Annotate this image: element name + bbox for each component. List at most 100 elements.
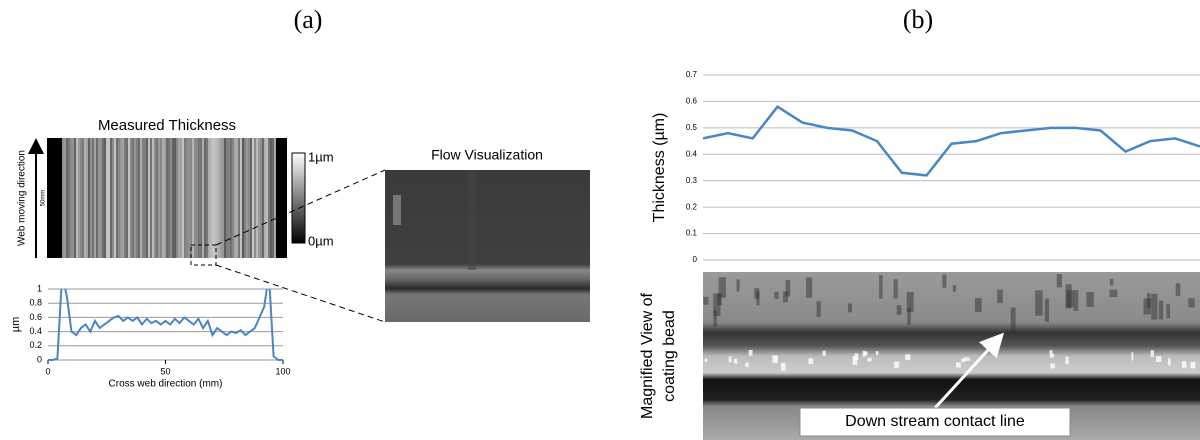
heatmap-stripe: [240, 138, 242, 258]
texture-spot: [754, 288, 760, 299]
chart: 0 0.1 0.2 0.3 0.4 0.5 0.6 0.7 Thickness (µm): [651, 70, 1200, 264]
y-tick-label: 1: [37, 283, 42, 293]
y-tick-label: 0.1: [686, 229, 698, 238]
heatmap-stripe: [146, 138, 148, 258]
heatmap-stripe: [162, 138, 164, 258]
heatmap-stripe: [150, 138, 152, 258]
heatmap-stripe: [194, 138, 196, 258]
texture-spot: [848, 303, 852, 313]
heatmap-stripe: [232, 138, 234, 258]
heatmap-stripe: [208, 138, 210, 258]
scale-label: 50mm: [41, 190, 47, 207]
heatmap-stripe: [64, 138, 66, 258]
heatmap-stripe: [88, 138, 90, 258]
edge-bar: [276, 138, 287, 258]
texture-spot: [852, 356, 858, 365]
heatmap-stripe: [78, 138, 80, 258]
heatmap-stripe: [184, 138, 186, 258]
texture-spot: [894, 361, 900, 368]
heatmap-stripe: [238, 138, 240, 258]
x-tick-label: 0: [45, 366, 50, 376]
heatmap-stripe: [94, 138, 96, 258]
y-tick-label: 0.2: [29, 340, 42, 350]
heatmap-stripe: [218, 138, 220, 258]
heatmap-stripe: [216, 138, 218, 258]
heatmap-stripe: [228, 138, 230, 258]
texture-spot: [1066, 290, 1074, 308]
heatmap-stripe: [66, 138, 68, 258]
heatmap-stripe: [116, 138, 118, 258]
heatmap-stripe: [160, 138, 162, 258]
texture-spot: [718, 277, 726, 298]
heatmap-stripe: [182, 138, 184, 258]
heatmap-stripe: [68, 138, 70, 258]
texture-spot: [1190, 361, 1196, 369]
heatmap-stripe: [268, 138, 270, 258]
heatmap-stripe: [124, 138, 126, 258]
texture-spot: [963, 357, 970, 361]
x-tick-label: 50: [160, 366, 170, 376]
heatmap-title: Measured Thickness: [98, 117, 236, 134]
y-tick-label: 0.6: [29, 312, 42, 322]
heatmap-stripe: [106, 138, 108, 258]
data-line: [48, 289, 283, 361]
heatmap-stripe: [198, 138, 200, 258]
heatmap-stripe: [76, 138, 78, 258]
y-tick-label: 0.6: [686, 97, 698, 106]
heatmap-stripe: [230, 138, 232, 258]
heatmap-stripe: [156, 138, 158, 258]
y-tick-label: 0: [37, 354, 42, 364]
heatmap-stripe: [176, 138, 178, 258]
heatmap-stripe: [152, 138, 154, 258]
heatmap-stripe: [84, 138, 86, 258]
heatmap-stripe: [178, 138, 180, 258]
heatmap-stripe: [136, 138, 138, 258]
flow-image-detail: [468, 170, 476, 270]
heatmap-stripe: [196, 138, 198, 258]
x-tick-label: 100: [275, 366, 290, 376]
colorbar-label: 1µm: [308, 149, 334, 164]
heatmap-stripe: [72, 138, 74, 258]
texture-spot: [893, 279, 898, 299]
y-axis-label: Thickness (µm): [651, 113, 668, 223]
texture-spot: [703, 296, 709, 305]
texture-spot: [772, 355, 779, 363]
texture-spot: [906, 291, 914, 312]
y-tick-label: 0.5: [686, 123, 698, 132]
texture-spot: [864, 351, 868, 356]
texture-spot: [1109, 289, 1118, 298]
heatmap-stripe: [90, 138, 92, 258]
heatmap-stripe: [126, 138, 128, 258]
heatmap-stripe: [260, 138, 262, 258]
texture-spot: [875, 351, 879, 356]
texture-spot: [733, 358, 738, 364]
texture-spot: [997, 289, 1003, 304]
heatmap-stripe: [74, 138, 76, 258]
texture-spot: [1158, 300, 1164, 320]
annotation-box: [799, 407, 1071, 437]
panel-label: (b): [903, 5, 933, 34]
heatmap-stripe: [222, 138, 224, 258]
heatmap-stripe: [172, 138, 174, 258]
heatmap-stripe: [144, 138, 146, 258]
heatmap-stripe: [256, 138, 258, 258]
heatmap-stripe: [108, 138, 110, 258]
heatmap-stripe: [186, 138, 188, 258]
heatmap-stripe: [174, 138, 176, 258]
heatmap-stripe: [272, 138, 274, 258]
texture-spot: [1131, 352, 1134, 361]
texture-spot: [816, 301, 821, 318]
heatmap-stripe: [212, 138, 214, 258]
heatmap-stripe: [220, 138, 222, 258]
y-tick-label: 0.7: [686, 70, 698, 79]
heatmap-stripe: [224, 138, 226, 258]
texture-spot: [956, 362, 961, 368]
heatmap-stripe: [180, 138, 182, 258]
texture-spot: [1073, 290, 1079, 311]
heatmap-stripe: [110, 138, 112, 258]
zoom-line: [215, 264, 386, 323]
texture-spot: [1143, 298, 1152, 315]
heatmap-stripe: [166, 138, 168, 258]
chart: 0 0.2 0.4 0.6 0.8 1 0 50 100 Cross web direction …: [10, 283, 291, 389]
heatmap-stripe: [248, 138, 250, 258]
